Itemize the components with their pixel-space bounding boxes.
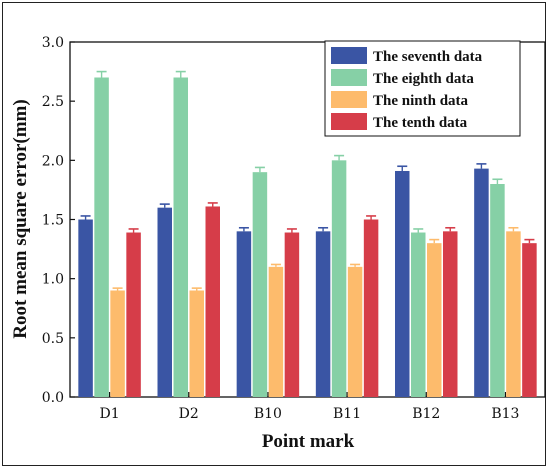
bar <box>490 184 505 397</box>
y-axis-label: Root mean square error(mm) <box>10 99 31 338</box>
bar <box>110 290 125 397</box>
plot-area: 0.0 0.5 1.0 1.5 2.0 2.5 3.0 D1 D2 B10 B11 B12 B13 <box>42 35 546 422</box>
bar <box>506 231 521 397</box>
legend-swatch <box>331 47 367 64</box>
bar <box>284 232 300 397</box>
bar <box>78 219 93 397</box>
bar <box>173 77 188 397</box>
bar <box>315 231 331 397</box>
bar <box>126 232 141 397</box>
bar <box>331 160 347 397</box>
y-tick-label: 0.5 <box>42 331 64 347</box>
bar <box>395 170 410 397</box>
y-tick-label: 2.5 <box>42 94 64 110</box>
y-tick-label: 2.0 <box>42 153 64 169</box>
y-tick-label: 0.0 <box>42 390 64 406</box>
bar <box>474 168 489 397</box>
bar <box>363 219 379 397</box>
bar <box>189 290 204 397</box>
bar <box>157 207 172 397</box>
legend-label: The ninth data <box>373 93 469 109</box>
x-tick-label: B10 <box>254 406 282 422</box>
bar <box>522 243 537 397</box>
x-tick-label: B13 <box>491 406 519 422</box>
y-tick-label: 1.0 <box>42 272 64 288</box>
bar <box>443 231 458 397</box>
x-tick-label: B11 <box>333 406 361 422</box>
bar <box>205 206 220 397</box>
x-tick-label: B12 <box>412 406 440 422</box>
y-tick-label: 1.5 <box>42 213 64 229</box>
bar <box>411 232 426 397</box>
legend-swatch <box>331 69 367 86</box>
legend-swatch <box>331 113 367 130</box>
x-axis-label: Point mark <box>262 431 355 452</box>
legend: The seventh data The eighth data The ninth… <box>324 40 521 137</box>
legend-label: The eighth data <box>373 71 474 87</box>
bar <box>347 266 363 397</box>
legend-swatch <box>331 91 367 108</box>
bar <box>94 77 109 397</box>
bar <box>268 266 284 397</box>
legend-label: The seventh data <box>373 49 483 65</box>
bar <box>236 231 252 397</box>
x-tick-label: D1 <box>100 406 120 422</box>
x-tick-label: D2 <box>179 406 199 422</box>
legend-label: The tenth data <box>373 115 468 131</box>
y-tick-label: 3.0 <box>42 35 64 51</box>
bar <box>427 243 442 397</box>
bar <box>252 172 268 397</box>
